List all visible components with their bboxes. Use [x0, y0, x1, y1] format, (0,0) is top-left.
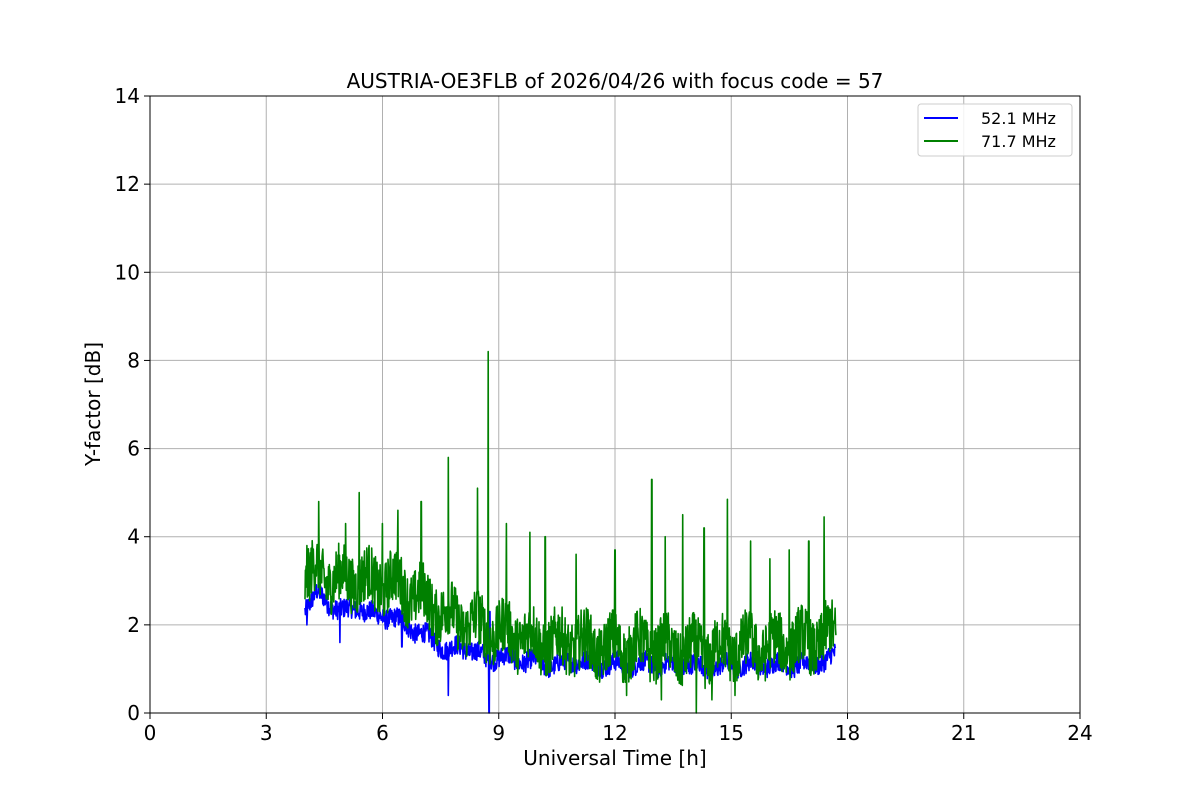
x-tick-label: 24 [1067, 721, 1092, 745]
x-tick-label: 15 [719, 721, 744, 745]
y-tick-label: 14 [115, 84, 140, 108]
y-tick-label: 12 [115, 172, 140, 196]
y-tick-label: 2 [127, 613, 140, 637]
series-line-2 [304, 350, 837, 714]
x-axis-label: Universal Time [h] [523, 746, 706, 770]
y-tick-label: 8 [127, 348, 140, 372]
legend-entry: 71.7 MHz [981, 132, 1056, 151]
x-tick-label: 0 [144, 721, 157, 745]
chart-title: AUSTRIA-OE3FLB of 2026/04/26 with focus … [347, 69, 884, 93]
y-tick-label: 6 [127, 437, 140, 461]
y-tick-label: 0 [127, 701, 140, 725]
legend-entry: 52.1 MHz [981, 109, 1056, 128]
x-tick-label: 3 [260, 721, 273, 745]
x-tick-label: 6 [376, 721, 389, 745]
x-tick-label: 9 [492, 721, 505, 745]
y-tick-label: 4 [127, 525, 140, 549]
y-tick-label: 10 [115, 260, 140, 284]
legend: 52.1 MHz 71.7 MHz [917, 103, 1073, 157]
x-tick-label: 21 [951, 721, 976, 745]
x-tick-label: 18 [835, 721, 860, 745]
x-tick-label: 12 [602, 721, 627, 745]
y-axis-label: Y-factor [dB] [81, 342, 105, 467]
plot-area [304, 350, 837, 714]
